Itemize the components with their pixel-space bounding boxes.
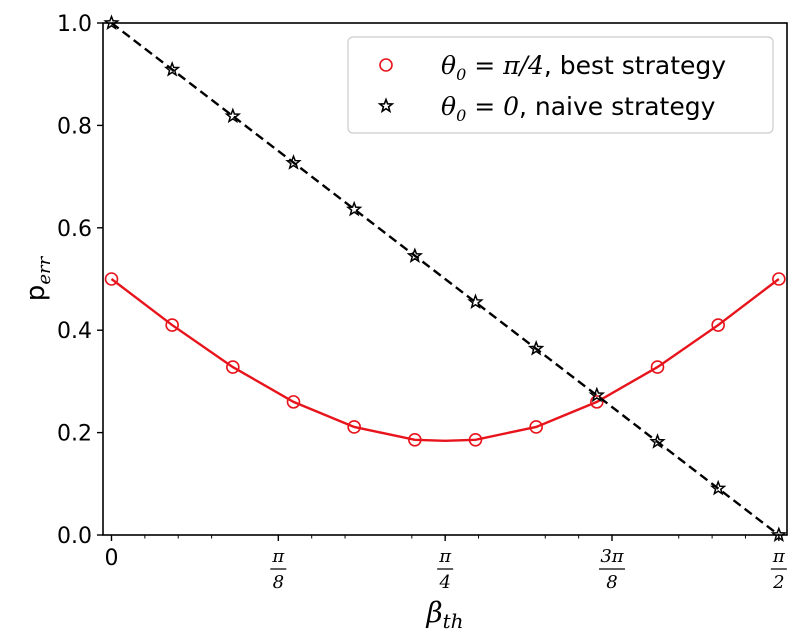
series-0-point-2 <box>226 360 240 374</box>
legend-marker-star <box>377 97 395 114</box>
x-tick-label-1-denominator: 8 <box>273 572 284 593</box>
x-tick-label-2-denominator: 4 <box>438 572 450 593</box>
legend-box <box>347 36 774 134</box>
y-axis-label-sub: err <box>34 255 55 284</box>
x-tick-label-4: π2 <box>770 546 787 593</box>
series-0-point-3 <box>286 395 301 409</box>
series-1-point-8 <box>588 386 606 403</box>
x-tick-label-2-numerator: π <box>438 546 452 567</box>
y-tick-label-4: 0.8 <box>57 114 92 139</box>
series-1-point-9 <box>649 433 666 449</box>
series-0-point-9 <box>650 360 665 374</box>
series-1-point-1 <box>163 60 181 77</box>
series-1-point-6 <box>467 293 484 310</box>
y-axis-label: perr <box>21 255 55 301</box>
series-line-0 <box>110 278 780 442</box>
x-tick-label-3-numerator: 3π <box>600 546 624 567</box>
series-0-point-0 <box>104 272 119 286</box>
series-0-point-10 <box>711 318 725 332</box>
legend: θ0 = π/4, best strategy θ0 = 0, naive st… <box>347 36 774 134</box>
series-0-point-5 <box>408 432 422 447</box>
series-1-point-7 <box>527 339 545 356</box>
y-tick-label-0: 0.0 <box>57 524 92 549</box>
y-tick-label-5: 1.0 <box>57 12 92 37</box>
y-axis-label-main: p <box>21 285 51 302</box>
x-tick-label-0: 0 <box>104 546 118 571</box>
x-axis-label-sub: th <box>443 609 464 633</box>
x-tick-label-2: π4 <box>437 546 454 593</box>
y-tick-label-1: 0.2 <box>57 422 92 447</box>
series-1-point-10 <box>709 479 727 496</box>
x-tick-label-4-numerator: π <box>772 546 786 567</box>
series-1-point-4 <box>345 200 363 217</box>
plot-area <box>103 14 788 542</box>
series-1-point-5 <box>406 247 424 263</box>
legend-label-naive: θ0 = 0, naive strategy <box>441 92 716 125</box>
x-tick-label-3-denominator: 8 <box>606 572 617 593</box>
series-0-point-4 <box>347 420 361 434</box>
series-1-point-2 <box>224 107 242 124</box>
y-tick-label-3: 0.6 <box>57 217 92 242</box>
legend-label-best: θ0 = π/4, best strategy <box>441 51 726 84</box>
x-tick-label-4-denominator: 2 <box>772 572 784 593</box>
series-0-point-7 <box>529 420 543 434</box>
legend-marker-circle <box>379 58 393 72</box>
x-tick-label-3: 3π8 <box>599 546 626 593</box>
x-tick-label-1: π8 <box>270 546 287 593</box>
series-0-point-11 <box>772 272 786 286</box>
x-axis-label-main: β <box>425 596 442 629</box>
series-1-point-0 <box>103 14 120 30</box>
series-0-point-1 <box>165 318 179 332</box>
series-0-point-6 <box>468 432 483 447</box>
series-1-point-3 <box>285 154 302 170</box>
series-line-1 <box>110 22 780 536</box>
y-tick-label-2: 0.4 <box>57 319 92 344</box>
x-axis-label: βth <box>425 596 463 633</box>
series-0-point-8 <box>590 395 604 409</box>
x-tick-label-1-numerator: π <box>271 546 285 567</box>
